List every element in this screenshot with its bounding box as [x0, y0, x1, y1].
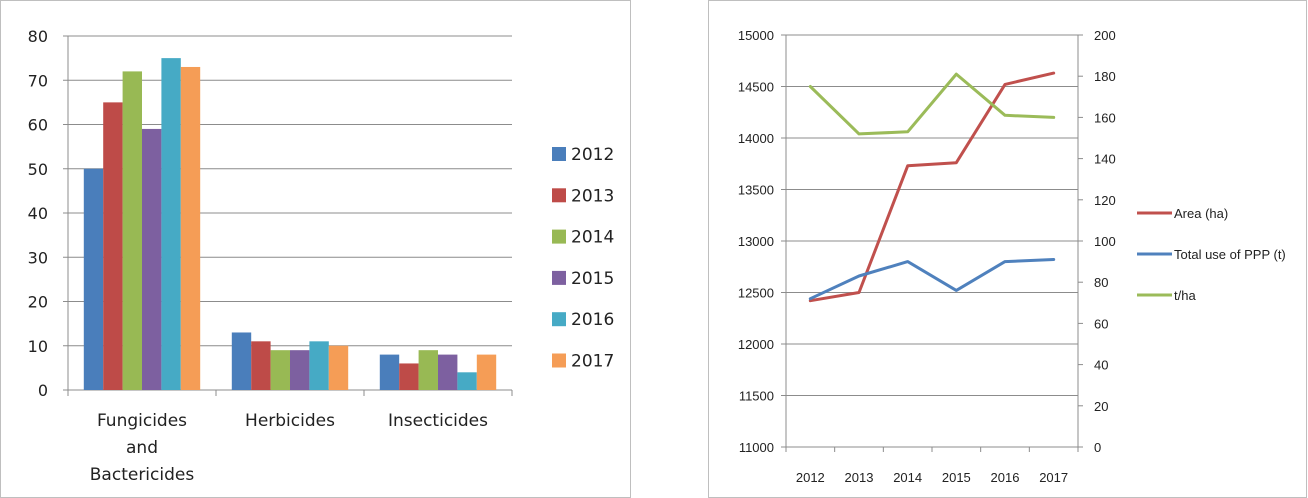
right-y-tick-label: 180: [1094, 69, 1116, 84]
legend-swatch: [552, 147, 566, 161]
legend-swatch: [552, 312, 566, 327]
legend-swatch: [552, 188, 566, 203]
right-y-tick-label: 60: [1094, 316, 1108, 331]
bar: [231, 332, 252, 390]
series-line: [808, 71, 1056, 303]
x-tick-label: 2016: [991, 470, 1020, 485]
left-y-tick-label: 12000: [738, 337, 774, 352]
legend-swatch: [552, 229, 566, 244]
bar: [180, 66, 201, 390]
bar: [251, 341, 271, 390]
x-tick-label: 2014: [893, 470, 922, 485]
x-category-label: Fungicides: [97, 411, 187, 431]
y-tick-label: 20: [28, 293, 48, 312]
bar-chart-panel: 0 10 20 30 40 50 60 70 80 Fungicides and Bactericid…: [0, 0, 632, 498]
bar: [270, 350, 290, 390]
bar: [103, 102, 123, 390]
left-y-tick-label: 13500: [738, 183, 774, 198]
left-y-tick-label: 11500: [739, 389, 774, 404]
bar: [328, 345, 349, 390]
left-y-tick-label: 11000: [739, 440, 774, 455]
line-chart-panel: 11000 11500 12000 12500 13000 13500 14000 14500…: [708, 0, 1308, 498]
y-tick-label: 0: [38, 381, 48, 400]
y-tick-label: 70: [28, 71, 48, 90]
y-tick-label: 80: [28, 27, 48, 46]
y-tick-label: 30: [28, 248, 48, 267]
bar: [438, 354, 458, 390]
x-category-label: Bactericides: [90, 465, 195, 485]
legend-label: Area (ha): [1174, 206, 1228, 221]
right-y-tick-label: 40: [1094, 358, 1108, 373]
bar: [142, 128, 162, 391]
bar: [457, 372, 477, 390]
line-chart: 11000 11500 12000 12500 13000 13500 14000 14500…: [708, 0, 1307, 498]
right-y-tick-label: 0: [1094, 440, 1101, 455]
y-tick-label: 60: [28, 116, 48, 135]
left-y-tick-label: 13000: [738, 234, 774, 249]
legend-label: 2014: [571, 228, 614, 248]
x-tick-label: 2012: [796, 470, 825, 485]
legend-label: t/ha: [1174, 288, 1196, 303]
left-y-tick-label: 14000: [738, 131, 774, 146]
x-category-label: Herbicides: [245, 411, 335, 431]
legend-label: Total use of PPP (t): [1174, 247, 1286, 262]
legend-label: 2015: [571, 269, 614, 289]
right-y-tick-label: 140: [1094, 152, 1116, 167]
legend-label: 2013: [571, 186, 614, 206]
left-y-tick-label: 12500: [738, 286, 774, 301]
legend-label: 2017: [571, 352, 614, 372]
right-y-tick-label: 80: [1094, 275, 1108, 290]
x-category-label: Insecticides: [388, 411, 488, 431]
y-tick-label: 40: [28, 204, 48, 223]
legend-label: 2016: [571, 310, 614, 330]
series-line: [808, 258, 1056, 301]
y-tick-label: 10: [28, 337, 48, 356]
bar: [418, 350, 438, 390]
left-y-tick-label: 14500: [738, 80, 774, 95]
right-y-tick-label: 160: [1094, 110, 1116, 125]
bar-chart: 0 10 20 30 40 50 60 70 80 Fungicides and Bactericid…: [0, 0, 631, 498]
right-y-tick-label: 100: [1094, 234, 1116, 249]
bar: [161, 58, 181, 390]
bar: [399, 363, 419, 390]
right-y-tick-label: 120: [1094, 193, 1116, 208]
x-tick-label: 2015: [942, 470, 971, 485]
bar: [379, 354, 400, 390]
bar: [122, 71, 142, 391]
x-tick-label: 2013: [845, 470, 874, 485]
x-tick-label: 2017: [1039, 470, 1068, 485]
bar: [83, 168, 104, 390]
legend-swatch: [552, 270, 566, 285]
right-y-tick-label: 20: [1094, 399, 1108, 414]
right-y-tick-label: 200: [1094, 28, 1116, 43]
y-tick-label: 50: [28, 160, 48, 179]
legend-swatch: [552, 353, 566, 368]
bar: [290, 350, 310, 390]
bar: [476, 354, 497, 390]
series-line: [808, 72, 1056, 136]
bar: [309, 341, 329, 390]
x-category-label: and: [126, 438, 158, 458]
legend-label: 2012: [571, 145, 614, 165]
left-y-tick-label: 15000: [738, 28, 774, 43]
